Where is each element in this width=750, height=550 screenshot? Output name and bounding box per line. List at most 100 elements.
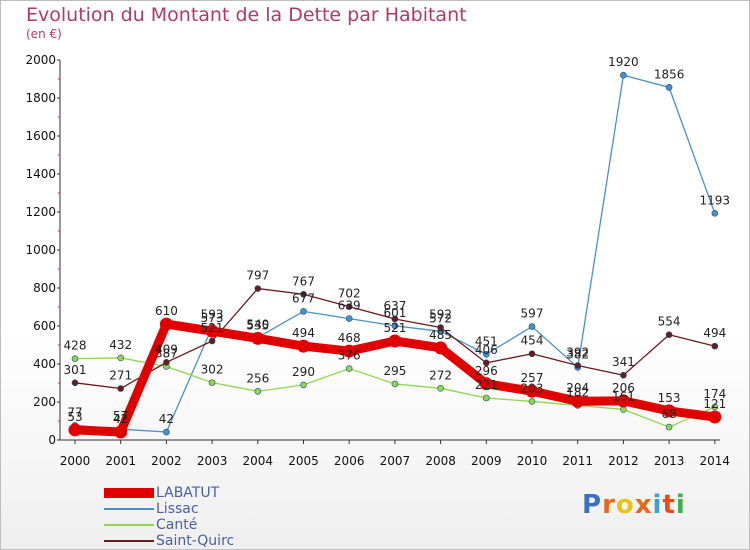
data-point-saint-quirc (665, 331, 673, 339)
data-point-canté (71, 355, 79, 362)
data-label-canté: 68 (661, 407, 676, 421)
legend-swatch (104, 524, 154, 526)
logo-letter: x (634, 490, 653, 520)
data-label-canté: 302 (201, 363, 224, 377)
data-point-canté (117, 354, 124, 362)
data-label-labatut: 573 (201, 311, 224, 325)
x-tick-label: 2014 (700, 454, 731, 468)
data-point-saint-quirc (163, 358, 170, 366)
data-label-lissac: 677 (292, 291, 315, 305)
data-point-canté (482, 394, 490, 402)
data-label-canté: 161 (612, 389, 635, 403)
data-point-saint-quirc (711, 342, 719, 350)
legend-label: Canté (156, 517, 198, 533)
data-point-labatut (159, 317, 173, 331)
data-label-lissac: 451 (475, 334, 498, 348)
data-point-canté (665, 423, 673, 431)
data-label-lissac: 57 (113, 409, 128, 423)
data-label-canté: 428 (64, 339, 87, 353)
data-label-saint-quirc: 454 (521, 334, 544, 348)
x-tick-label: 2004 (243, 454, 274, 468)
y-tick-label: 0 (48, 433, 56, 447)
data-label-saint-quirc: 409 (155, 342, 178, 356)
legend-swatch (104, 488, 154, 498)
chart-title: Evolution du Montant de la Dette par Hab… (26, 4, 467, 26)
data-point-labatut (571, 394, 585, 408)
data-point-canté (345, 365, 353, 372)
y-tick-label: 1000 (25, 243, 56, 257)
x-tick-label: 2001 (105, 454, 136, 468)
data-label-saint-quirc: 494 (703, 326, 726, 340)
data-label-canté: 387 (155, 346, 178, 360)
data-point-lissac (711, 210, 719, 217)
data-point-lissac (482, 351, 490, 358)
data-point-lissac (345, 315, 353, 322)
data-label-saint-quirc: 554 (658, 315, 681, 329)
data-label-canté: 432 (109, 338, 132, 352)
x-tick-label: 2011 (562, 454, 593, 468)
data-point-labatut (479, 377, 493, 391)
data-point-canté (208, 379, 216, 386)
data-label-canté: 182 (566, 385, 589, 399)
data-point-labatut (708, 410, 722, 424)
data-point-labatut (388, 334, 402, 348)
data-label-lissac: 42 (159, 412, 174, 426)
data-point-canté (391, 380, 399, 388)
data-label-saint-quirc: 406 (475, 343, 498, 357)
logo-letter: P (582, 490, 603, 520)
x-tick-label: 2005 (288, 454, 319, 468)
data-point-canté (711, 403, 719, 411)
data-label-canté: 272 (429, 368, 452, 382)
data-point-labatut (297, 339, 310, 353)
data-label-lissac: 1856 (654, 67, 685, 81)
legend-swatch (104, 508, 154, 510)
data-label-labatut: 53 (67, 410, 82, 424)
data-label-labatut: 494 (292, 326, 315, 340)
data-label-canté: 203 (521, 381, 544, 395)
logo-letter: i (675, 490, 686, 520)
data-point-lissac (300, 308, 307, 315)
data-label-labatut: 296 (475, 364, 498, 378)
data-point-labatut (205, 324, 219, 338)
data-label-labatut: 206 (612, 381, 635, 395)
data-label-canté: 221 (475, 378, 498, 392)
data-point-saint-quirc (574, 362, 582, 369)
data-point-lissac (391, 322, 399, 330)
data-label-labatut: 257 (521, 371, 544, 385)
data-point-labatut (616, 394, 630, 408)
data-label-labatut: 42 (113, 412, 128, 426)
data-point-lissac (665, 84, 673, 91)
data-point-canté (254, 388, 262, 395)
data-label-labatut: 204 (566, 381, 589, 395)
data-point-labatut (525, 384, 539, 398)
x-tick-label: 2003 (197, 454, 228, 468)
data-label-saint-quirc: 592 (429, 308, 452, 322)
data-label-saint-quirc: 797 (246, 269, 269, 283)
data-label-lissac: 540 (246, 317, 269, 331)
data-point-saint-quirc (345, 303, 353, 310)
data-point-labatut (251, 331, 265, 345)
data-label-lissac: 593 (201, 307, 224, 321)
data-point-lissac (163, 428, 170, 436)
data-label-saint-quirc: 392 (566, 346, 589, 360)
data-label-lissac: 597 (521, 307, 544, 321)
data-label-saint-quirc: 702 (338, 287, 361, 301)
data-point-labatut (114, 425, 128, 439)
data-label-labatut: 468 (338, 331, 361, 345)
data-label-canté: 174 (703, 387, 726, 401)
y-tick-label: 1600 (25, 129, 56, 143)
data-point-lissac (528, 323, 536, 330)
data-label-saint-quirc: 271 (109, 369, 132, 383)
data-label-lissac: 1193 (700, 193, 731, 207)
data-point-saint-quirc (482, 359, 490, 367)
data-label-labatut: 485 (429, 328, 452, 342)
data-point-labatut (662, 404, 676, 418)
chart-unit: (en €) (26, 27, 62, 41)
data-point-saint-quirc (117, 385, 124, 392)
data-label-labatut: 610 (155, 304, 178, 318)
data-label-lissac: 639 (338, 299, 361, 313)
y-tick-label: 400 (33, 357, 56, 371)
data-label-saint-quirc: 341 (612, 355, 635, 369)
logo-letter: r (602, 490, 616, 520)
